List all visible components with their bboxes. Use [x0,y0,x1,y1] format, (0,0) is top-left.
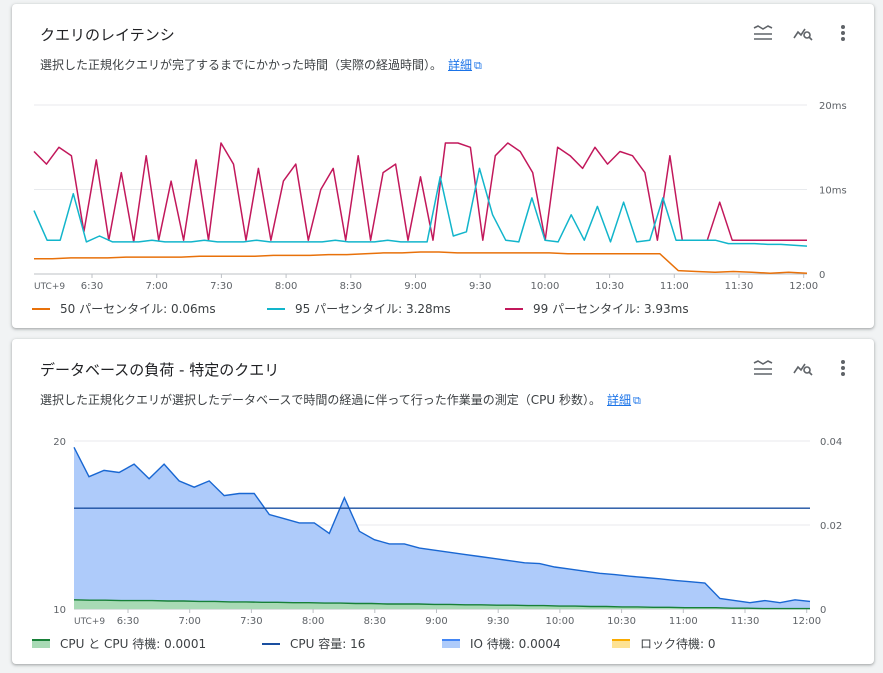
legend-toggle-icon[interactable] [752,357,774,379]
io-wait-line [73,446,811,604]
latency-card-toolbar [752,22,854,44]
legend-swatch [262,642,280,645]
legend-item-p99[interactable]: 99 パーセンタイル: 3.93ms [505,300,689,317]
x-tick-label: 10:00 [530,281,559,292]
left-y-tick-label: 20 [53,437,66,448]
legend-toggle-icon[interactable] [752,22,774,44]
db-load-chart: 0.04 0.02 0 20 10 UTC+9 6:30 7:00 7:30 8:00 8:30 9:… [53,437,842,627]
right-y-tick-label: 0.04 [820,437,842,448]
timezone-label: UTC+9 [74,617,105,627]
description-text: 選択した正規化クエリが完了するまでにかかった時間（実際の経過時間）。 [40,58,443,72]
legend-label: CPU と CPU 待機: 0.0001 [60,637,207,651]
legend-label: ロック待機: 0 [640,637,716,651]
latency-card-description: 選択した正規化クエリが完了するまでにかかった時間（実際の経過時間）。 詳細 ⧉ [40,56,482,73]
x-tick-label: 12:00 [792,616,821,627]
x-tick-label: 8:30 [364,616,386,627]
x-tick-label: 11:00 [660,281,689,292]
legend-item-p95[interactable]: 95 パーセンタイル: 3.28ms [267,300,505,317]
legend-swatch [32,639,50,648]
details-link[interactable]: 詳細 [448,58,473,72]
load-card-description: 選択した正規化クエリが選択したデータベースで時間の経過に伴って行った作業量の測定… [40,391,641,408]
x-tick-label: 9:00 [425,616,447,627]
x-tick-label: 10:30 [595,281,624,292]
legend-item-cpu-capacity[interactable]: CPU 容量: 16 [262,635,442,652]
latency-legend: 50 パーセンタイル: 0.06ms 95 パーセンタイル: 3.28ms 99… [32,300,689,317]
description-text: 選択した正規化クエリが選択したデータベースで時間の経過に伴って行った作業量の測定… [40,393,602,407]
io-wait-area [74,447,810,609]
x-tick-label: 6:30 [81,281,103,292]
query-insights-icon[interactable] [792,357,814,379]
series-line-0 [34,251,808,274]
left-y-tick-label: 10 [53,605,66,616]
x-tick-label: 6:30 [117,616,139,627]
x-tick-label: 8:00 [275,281,297,292]
more-vert-icon[interactable] [832,22,854,44]
y-tick-label: 20ms [819,101,847,112]
load-card-toolbar [752,357,854,379]
x-tick-label: 11:00 [669,616,698,627]
x-tick-label: 7:30 [210,281,232,292]
legend-item-cpu[interactable]: CPU と CPU 待機: 0.0001 [32,635,262,652]
legend-item-p50[interactable]: 50 パーセンタイル: 0.06ms [32,300,267,317]
latency-card-title: クエリのレイテンシ [40,26,175,44]
open-in-new-icon: ⧉ [474,59,482,72]
legend-swatch [267,307,285,310]
legend-swatch [32,307,50,310]
series-line-1 [33,167,808,247]
latency-chart: 20ms 10ms 0 UTC+9 6:30 7:00 7:30 8:00 8:30 9:00 9:… [33,101,847,292]
legend-label: 50 パーセンタイル: 0.06ms [60,302,216,316]
x-tick-label: 7:00 [145,281,167,292]
x-tick-label: 8:00 [302,616,324,627]
legend-label: IO 待機: 0.0004 [470,637,561,651]
x-tick-label: 11:30 [725,281,754,292]
more-vert-icon[interactable] [832,357,854,379]
x-tick-label: 7:30 [240,616,262,627]
y-tick-label: 10ms [819,186,847,197]
legend-label: CPU 容量: 16 [290,637,366,651]
y-tick-label: 0 [819,270,825,281]
x-tick-label: 9:00 [404,281,426,292]
x-tick-label: 8:30 [340,281,362,292]
open-in-new-icon: ⧉ [633,394,641,407]
legend-label: 95 パーセンタイル: 3.28ms [295,302,451,316]
x-tick-label: 9:30 [487,616,509,627]
x-tick-label: 7:00 [178,616,200,627]
x-tick-label: 11:30 [731,616,760,627]
legend-item-io-wait[interactable]: IO 待機: 0.0004 [442,635,612,652]
series-line-2 [33,142,807,243]
x-tick-label: 10:30 [607,616,636,627]
load-card-title: データベースの負荷 - 特定のクエリ [40,361,280,379]
timezone-label: UTC+9 [34,282,65,292]
x-tick-label: 9:30 [469,281,491,292]
right-y-tick-label: 0.02 [820,521,842,532]
query-insights-icon[interactable] [792,22,814,44]
legend-item-lock-wait[interactable]: ロック待機: 0 [612,635,716,652]
legend-swatch [505,307,523,310]
details-link[interactable]: 詳細 [607,393,632,407]
cpu-line [73,599,810,610]
legend-swatch [612,639,630,648]
legend-swatch [442,639,460,648]
right-y-tick-label: 0 [820,605,826,616]
load-card: データベースの負荷 - 特定のクエリ 選択した正規化クエリが選択したデータベース… [12,339,874,664]
legend-label: 99 パーセンタイル: 3.93ms [533,302,689,316]
latency-card: クエリのレイテンシ 選択した正規化クエリが完了するまでにかかった時間（実際の経過… [12,4,874,328]
x-tick-label: 10:00 [545,616,574,627]
load-legend: CPU と CPU 待機: 0.0001 CPU 容量: 16 IO 待機: 0… [32,635,716,652]
x-tick-label: 12:00 [789,281,818,292]
